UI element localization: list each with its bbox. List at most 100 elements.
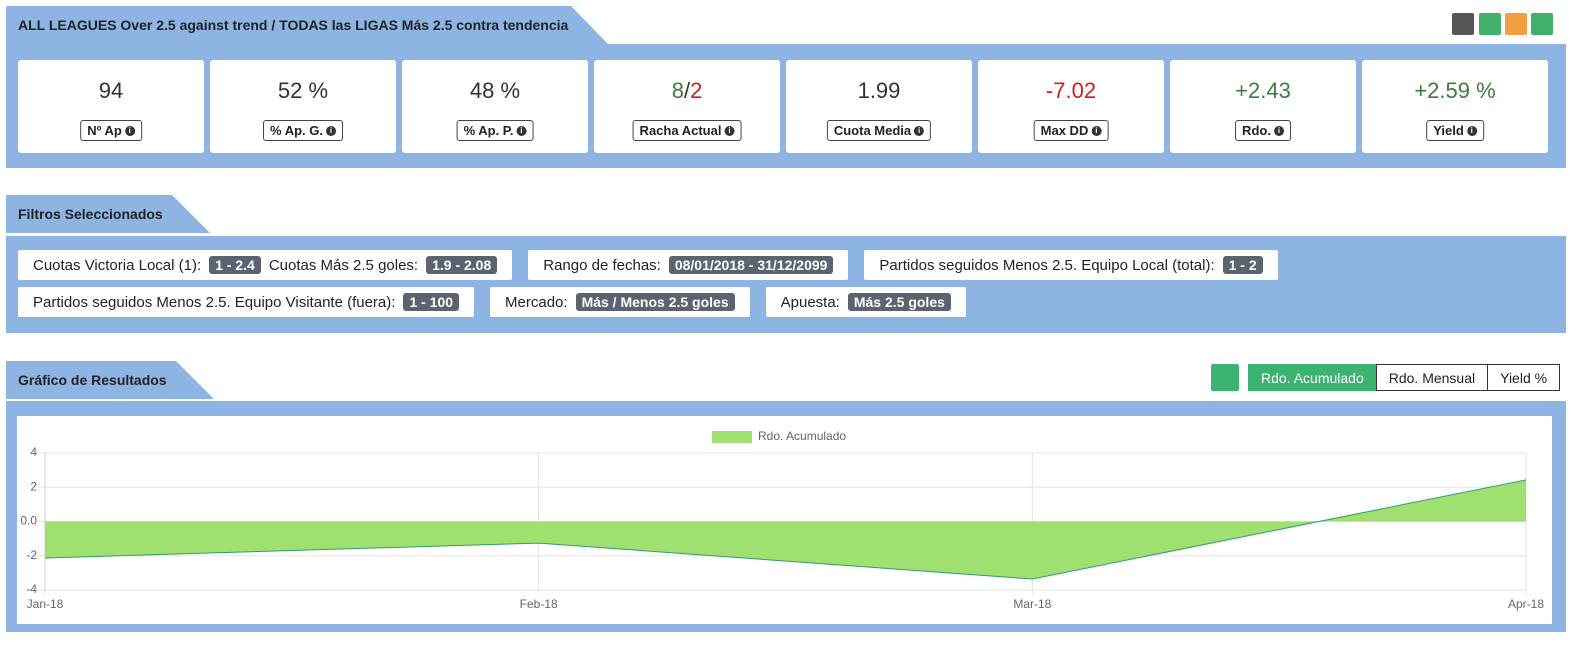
info-icon: i xyxy=(325,125,336,136)
filter-chip: Mercado: Más / Menos 2.5 goles xyxy=(490,287,750,317)
stat-value-part: 2 xyxy=(690,78,703,103)
filter-chip: Partidos seguidos Menos 2.5. Equipo Visi… xyxy=(18,287,475,317)
filter-label: Partidos seguidos Menos 2.5. Equipo Loca… xyxy=(879,256,1215,274)
area xyxy=(45,479,1526,580)
filters-tab: Filtros Seleccionados xyxy=(6,195,210,233)
y-tick-label: -4 xyxy=(26,582,37,596)
stat-value: +2.59 % xyxy=(1362,78,1548,104)
info-icon: i xyxy=(1466,125,1477,136)
stat-value: 1.99 xyxy=(786,78,972,104)
stat-value: 52 % xyxy=(210,78,396,104)
stat-label: Racha Actual i xyxy=(632,120,742,141)
stat-label: Rdo. i xyxy=(1235,120,1291,141)
share-button[interactable] xyxy=(1505,13,1527,35)
stat-label: % Ap. G. i xyxy=(263,120,343,141)
stat-card: 48 % % Ap. P. i xyxy=(402,60,588,153)
email-button[interactable] xyxy=(1531,13,1553,35)
stat-label-text: Cuota Media xyxy=(833,123,912,138)
stat-card: 52 % % Ap. G. i xyxy=(210,60,396,153)
stat-label-text: Rdo. xyxy=(1242,123,1271,138)
stat-card: +2.43 Rdo. i xyxy=(1170,60,1356,153)
stat-value-part: 1.99 xyxy=(857,78,901,103)
stat-label: Nº Ap i xyxy=(80,120,142,141)
stat-label: Yield i xyxy=(1426,120,1484,141)
filter-row: Cuotas Victoria Local (1): 1 - 2.4 Cuotas … xyxy=(18,250,1278,280)
stat-label: Max DD i xyxy=(1033,120,1109,141)
stat-label-text: Max DD xyxy=(1040,123,1089,138)
x-tick-label: Feb-18 xyxy=(520,597,558,611)
filter-label: Partidos seguidos Menos 2.5. Equipo Visi… xyxy=(33,293,396,311)
filter-value: 1.9 - 2.08 xyxy=(426,256,498,274)
x-tick-label: Mar-18 xyxy=(1013,597,1051,611)
filter-value: 1 - 100 xyxy=(403,293,460,311)
chart-mode-button[interactable]: Rdo. Mensual xyxy=(1375,364,1489,391)
filter-label: Rango de fechas: xyxy=(543,256,661,274)
stat-value: 94 xyxy=(18,78,204,104)
info-icon: i xyxy=(1273,125,1284,136)
header-title: ALL LEAGUES Over 2.5 against trend / TOD… xyxy=(18,17,569,33)
stat-value-part: 8 xyxy=(671,78,684,103)
chart-mode-buttons: Rdo. Acumulado Rdo. Mensual Yield % xyxy=(1248,364,1561,391)
stat-value-part: +2.43 xyxy=(1235,78,1291,103)
stat-value-part: / xyxy=(683,78,691,103)
stat-value-part: 48 % xyxy=(469,78,521,103)
stat-label-text: Racha Actual xyxy=(639,123,722,138)
stat-card: 94 Nº Ap i xyxy=(18,60,204,153)
filter-row: Partidos seguidos Menos 2.5. Equipo Visi… xyxy=(18,287,966,317)
filter-value: Más 2.5 goles xyxy=(847,293,951,311)
stats-cards: 94 Nº Ap i 52 %% Ap. G. i 48 %% Ap. P. i 8/2 Rac… xyxy=(18,60,1548,153)
copy-button[interactable] xyxy=(1452,13,1474,35)
stat-value-part: 52 % xyxy=(277,78,329,103)
stat-value: 8/2 xyxy=(594,78,780,104)
chart-mode-button[interactable]: Yield % xyxy=(1487,364,1561,391)
filters-title: Filtros Seleccionados xyxy=(18,206,163,222)
stat-card: +2.59 % Yield i xyxy=(1362,60,1548,153)
header-tab: ALL LEAGUES Over 2.5 against trend / TOD… xyxy=(6,6,608,44)
line xyxy=(44,479,1527,580)
stat-value-part: +2.59 % xyxy=(1414,78,1496,103)
filter-chip: Partidos seguidos Menos 2.5. Equipo Loca… xyxy=(864,250,1278,280)
filter-value: Más / Menos 2.5 goles xyxy=(575,293,735,311)
info-icon: i xyxy=(516,125,527,136)
stat-value-part: 94 xyxy=(98,78,124,103)
stat-value: +2.43 xyxy=(1170,78,1356,104)
chart: -4 -2 0.0 2 4 Jan-18 Feb-18 Mar-18 Apr-18 Rdo. Ac… xyxy=(20,429,1544,611)
results-title: Gráfico de Resultados xyxy=(18,372,167,388)
y-tick-label: 0.0 xyxy=(20,514,37,528)
x-tick-label: Jan-18 xyxy=(27,597,64,611)
stat-label-text: Nº Ap xyxy=(87,123,122,138)
stat-label: % Ap. P. i xyxy=(456,120,534,141)
legend-label: Rdo. Acumulado xyxy=(758,429,846,443)
chart-mode-button[interactable]: Rdo. Acumulado xyxy=(1248,364,1377,391)
stat-value: 48 % xyxy=(402,78,588,104)
download-button[interactable] xyxy=(1479,13,1501,35)
filter-label: Cuotas Más 2.5 goles: xyxy=(268,256,419,274)
filter-value: 1 - 2.4 xyxy=(209,256,261,274)
info-icon: i xyxy=(914,125,925,136)
y-tick-label: 4 xyxy=(30,445,37,459)
filter-value: 1 - 2 xyxy=(1222,256,1263,274)
filter-chip: Rango de fechas: 08/01/2018 - 31/12/2099 xyxy=(528,250,849,280)
stat-card: 1.99 Cuota Media i xyxy=(786,60,972,153)
stat-label-text: % Ap. G. xyxy=(270,123,323,138)
chart-card xyxy=(17,416,1552,624)
stat-label: Cuota Media i xyxy=(826,120,932,141)
filter-chip: Apuesta: Más 2.5 goles xyxy=(765,287,966,317)
stat-value: -7.02 xyxy=(978,78,1164,104)
legend-swatch xyxy=(712,431,752,443)
stat-card: 8/2 Racha Actual i xyxy=(594,60,780,153)
info-icon: i xyxy=(1091,125,1102,136)
info-icon: i xyxy=(724,125,735,136)
stat-value-part: -7.02 xyxy=(1045,78,1097,103)
stat-card: -7.02 Max DD i xyxy=(978,60,1164,153)
filter-label: Mercado: xyxy=(505,293,568,311)
results-tab: Gráfico de Resultados xyxy=(6,361,214,399)
filter-label: Apuesta: xyxy=(780,293,840,311)
x-tick-label: Apr-18 xyxy=(1508,597,1544,611)
filter-chip: Cuotas Victoria Local (1): 1 - 2.4 Cuotas … xyxy=(18,250,513,280)
info-icon: i xyxy=(124,125,135,136)
filter-label: Cuotas Victoria Local (1): xyxy=(33,256,202,274)
stat-label-text: % Ap. P. xyxy=(463,123,514,138)
chart-download-button[interactable] xyxy=(1211,364,1239,391)
